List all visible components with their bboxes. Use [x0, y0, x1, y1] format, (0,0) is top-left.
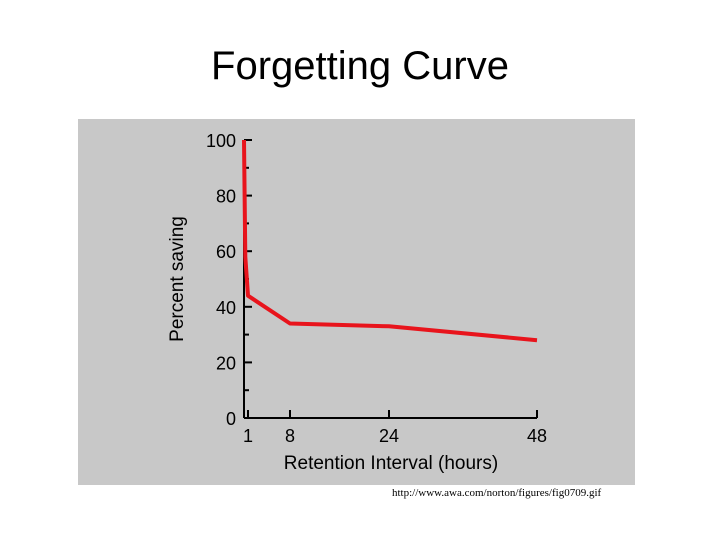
x-tick-label: 8 — [285, 426, 295, 446]
y-tick-label: 80 — [216, 187, 236, 207]
y-tick-label: 100 — [206, 131, 236, 151]
y-tick-label: 60 — [216, 242, 236, 262]
y-tick-label: 40 — [216, 298, 236, 318]
x-axis: 1 8 24 48 — [243, 410, 547, 446]
x-axis-label: Retention Interval (hours) — [284, 453, 498, 474]
x-tick-label: 24 — [379, 426, 399, 446]
forgetting-curve-line — [242, 139, 538, 343]
x-tick-label: 1 — [243, 426, 253, 446]
y-tick-label: 20 — [216, 353, 236, 373]
source-url: http://www.awa.com/norton/figures/fig070… — [392, 487, 602, 499]
chart-panel: 0 20 40 60 80 100 1 8 24 48 Percent saving Reten… — [78, 119, 635, 485]
slide-title: Forgetting Curve — [211, 44, 509, 88]
y-axis-label: Percent saving — [167, 216, 188, 342]
y-tick-label: 0 — [226, 409, 236, 429]
y-axis: 0 20 40 60 80 100 — [206, 131, 252, 429]
chart-background — [78, 119, 635, 485]
series-layer — [242, 139, 538, 343]
x-tick-label: 48 — [527, 426, 547, 446]
forgetting-curve-chart: 0 20 40 60 80 100 1 8 24 48 Percent saving Reten… — [78, 119, 635, 485]
